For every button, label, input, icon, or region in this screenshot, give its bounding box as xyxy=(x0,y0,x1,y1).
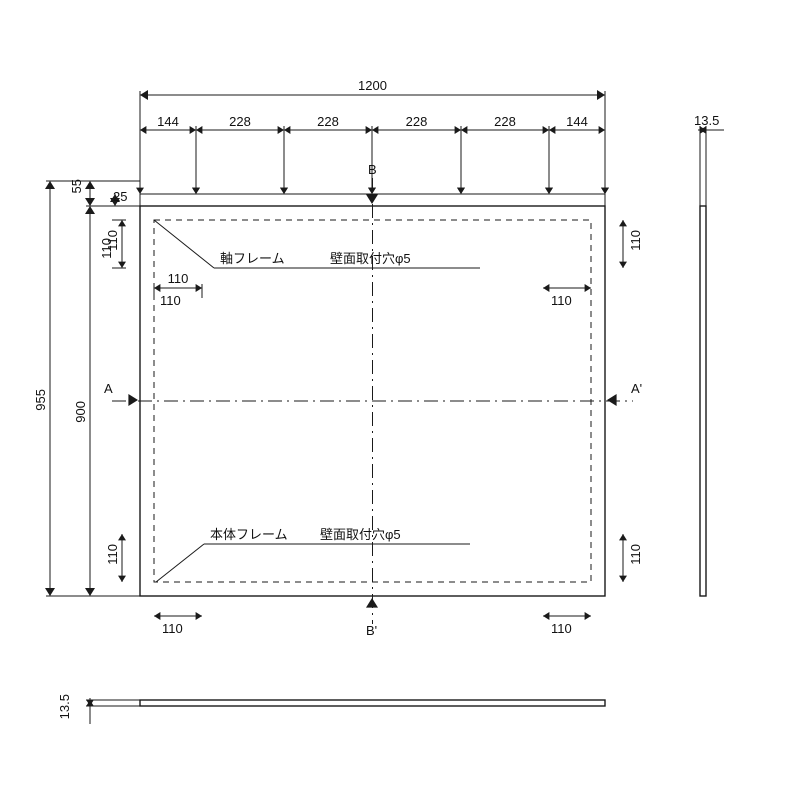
dim-label: 110 xyxy=(629,230,642,251)
annotation: 軸フレーム xyxy=(220,252,285,265)
dim-label: 955 xyxy=(34,389,47,411)
dim-label: 110 xyxy=(551,622,572,635)
dim-label: B xyxy=(368,163,377,176)
dim-label: 110 xyxy=(629,544,642,565)
dim-label: A xyxy=(104,382,113,395)
dim-label: 144 xyxy=(157,115,179,128)
dim-label: A' xyxy=(631,382,642,395)
dim-label: 228 xyxy=(317,115,339,128)
dim-label: B' xyxy=(366,624,377,637)
dim-label: 228 xyxy=(229,115,251,128)
dim-label: 110 xyxy=(168,272,189,285)
dim-label: 110 xyxy=(106,544,119,565)
dim-label: 110 xyxy=(162,622,183,635)
dim-label: 110 xyxy=(551,294,572,307)
annotation: 本体フレーム xyxy=(210,528,288,541)
dim-label: 900 xyxy=(74,401,87,423)
dim-label: 110 xyxy=(160,294,181,307)
annotation: 壁面取付穴φ5 xyxy=(320,528,401,541)
dim-label: 144 xyxy=(566,115,588,128)
dim-label: 228 xyxy=(406,115,428,128)
annotation: 壁面取付穴φ5 xyxy=(330,252,411,265)
dim-label: 13.5 xyxy=(58,694,71,719)
dim-label: 110 xyxy=(106,230,119,251)
dim-label: 25 xyxy=(113,190,127,203)
dim-label: 13.5 xyxy=(694,114,719,127)
dim-label: 228 xyxy=(494,115,516,128)
dim-label: 55 xyxy=(70,179,83,193)
dim-label: 1200 xyxy=(358,79,387,92)
